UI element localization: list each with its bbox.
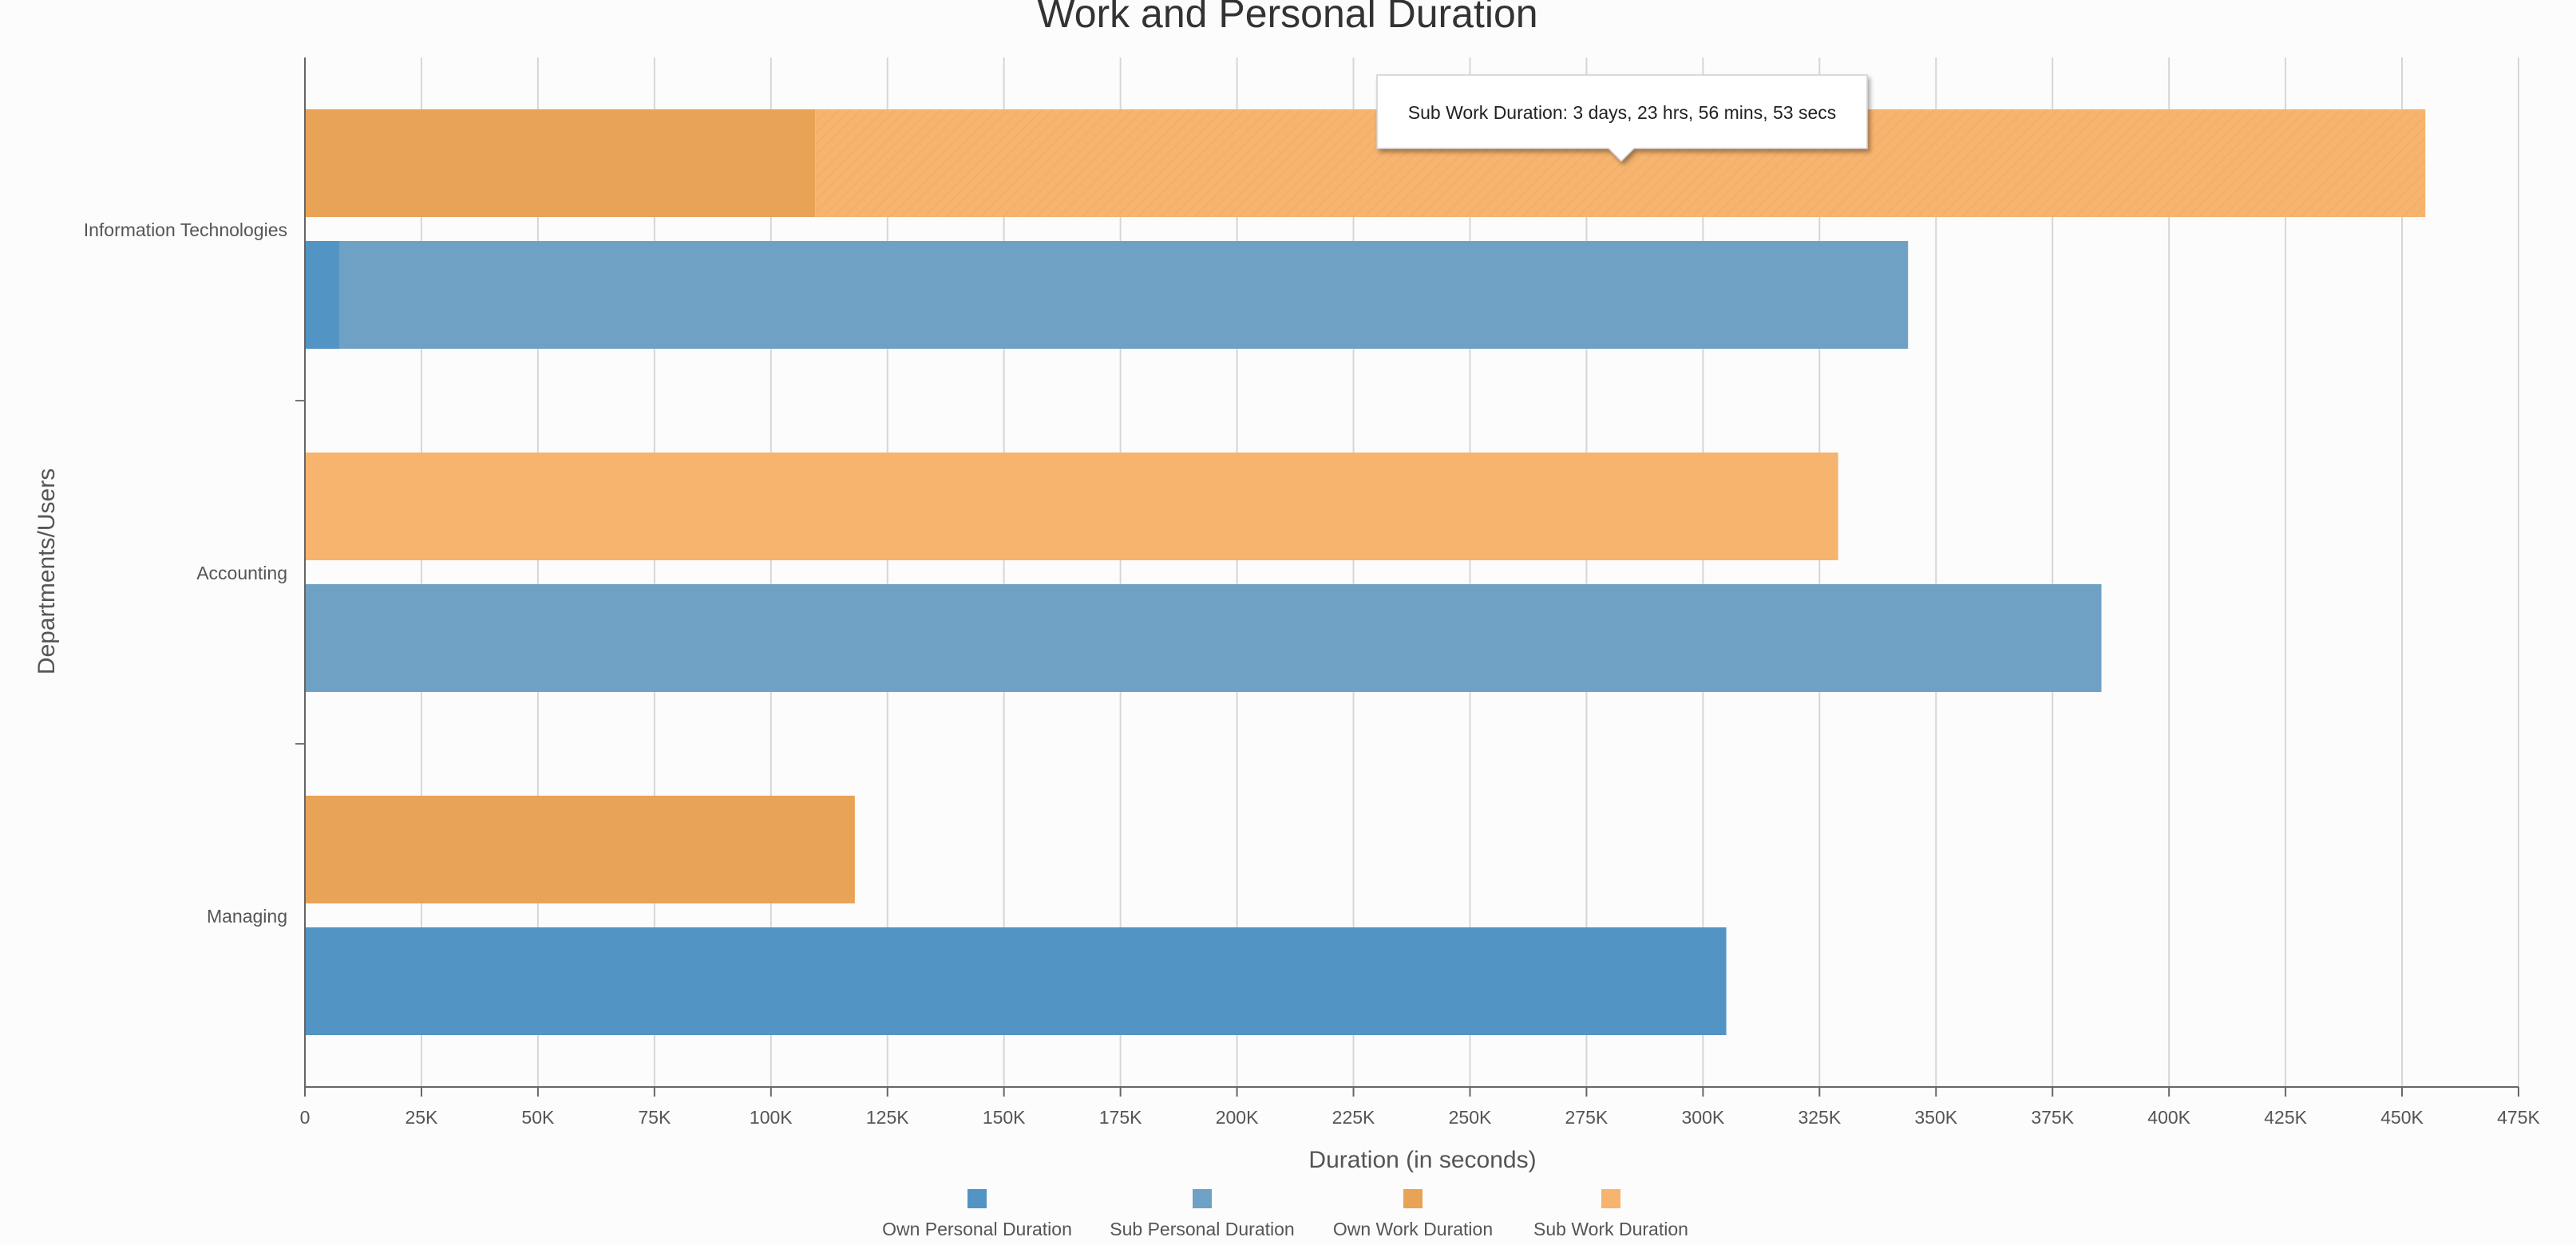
x-tick-label: 50K — [521, 1107, 555, 1128]
y-axis-title: Departments/Users — [34, 468, 60, 674]
x-tick-label: 275K — [1565, 1107, 1609, 1128]
x-axis-title: Duration (in seconds) — [1308, 1147, 1536, 1173]
bar-sub-work-duration[interactable] — [305, 453, 1838, 560]
x-tick-label: 325K — [1798, 1107, 1841, 1128]
bar-sub-personal-duration[interactable] — [305, 584, 2102, 692]
axes: Information Technologies Accounting Managi… — [84, 57, 2541, 1128]
tooltip: Sub Work Duration: 3 days, 23 hrs, 56 mi… — [1376, 74, 1868, 163]
bar-own-personal-duration[interactable] — [305, 927, 1727, 1035]
category-label: Accounting — [196, 563, 287, 583]
legend-item-sub-personal-duration[interactable]: Sub Personal Duration — [1110, 1189, 1295, 1239]
bar-own-personal-duration[interactable] — [305, 241, 340, 349]
x-tick-label: 350K — [1914, 1107, 1957, 1128]
x-tick-label: 250K — [1449, 1107, 1492, 1128]
chart-title: Work and Personal Duration — [1037, 0, 1537, 36]
bar-own-work-duration[interactable] — [305, 796, 855, 903]
x-tick-label: 75K — [638, 1107, 671, 1128]
x-tick-label: 225K — [1332, 1107, 1375, 1128]
legend-swatch — [1403, 1189, 1423, 1208]
legend-label: Sub Work Duration — [1533, 1219, 1688, 1239]
legend-swatch — [1601, 1189, 1620, 1208]
tooltip-box — [1376, 74, 1868, 163]
x-tick-label: 475K — [2497, 1107, 2540, 1128]
x-tick-label: 425K — [2264, 1107, 2307, 1128]
category-label: Managing — [207, 906, 287, 927]
x-tick-label: 100K — [750, 1107, 793, 1128]
x-tick-label: 125K — [866, 1107, 909, 1128]
bars[interactable] — [305, 109, 2426, 1035]
tooltip-text: Sub Work Duration: 3 days, 23 hrs, 56 mi… — [1408, 102, 1837, 123]
legend-swatch — [1193, 1189, 1212, 1208]
x-tick-label: 400K — [2147, 1107, 2190, 1128]
legend-item-own-personal-duration[interactable]: Own Personal Duration — [882, 1189, 1072, 1239]
legend-swatch — [967, 1189, 987, 1208]
legend-item-sub-work-duration[interactable]: Sub Work Duration — [1533, 1189, 1688, 1239]
legend-label: Sub Personal Duration — [1110, 1219, 1294, 1239]
bar-sub-personal-duration[interactable] — [339, 241, 1909, 349]
x-tick-label: 450K — [2380, 1107, 2424, 1128]
category-label: Information Technologies — [84, 219, 287, 240]
legend-label: Own Work Duration — [1333, 1219, 1493, 1239]
bar-own-work-duration[interactable] — [305, 109, 816, 217]
x-tick-label: 200K — [1216, 1107, 1259, 1128]
legend[interactable]: Own Personal Duration Sub Personal Durati… — [882, 1189, 1688, 1239]
x-tick-label: 0 — [300, 1107, 311, 1128]
x-tick-label: 375K — [2031, 1107, 2074, 1128]
legend-item-own-work-duration[interactable]: Own Work Duration — [1333, 1189, 1493, 1239]
x-tick-label: 175K — [1099, 1107, 1142, 1128]
x-tick-label: 25K — [405, 1107, 438, 1128]
legend-label: Own Personal Duration — [882, 1219, 1072, 1239]
grid-lines — [420, 57, 2519, 1087]
x-tick-label: 300K — [1682, 1107, 1725, 1128]
x-tick-label: 150K — [983, 1107, 1026, 1128]
